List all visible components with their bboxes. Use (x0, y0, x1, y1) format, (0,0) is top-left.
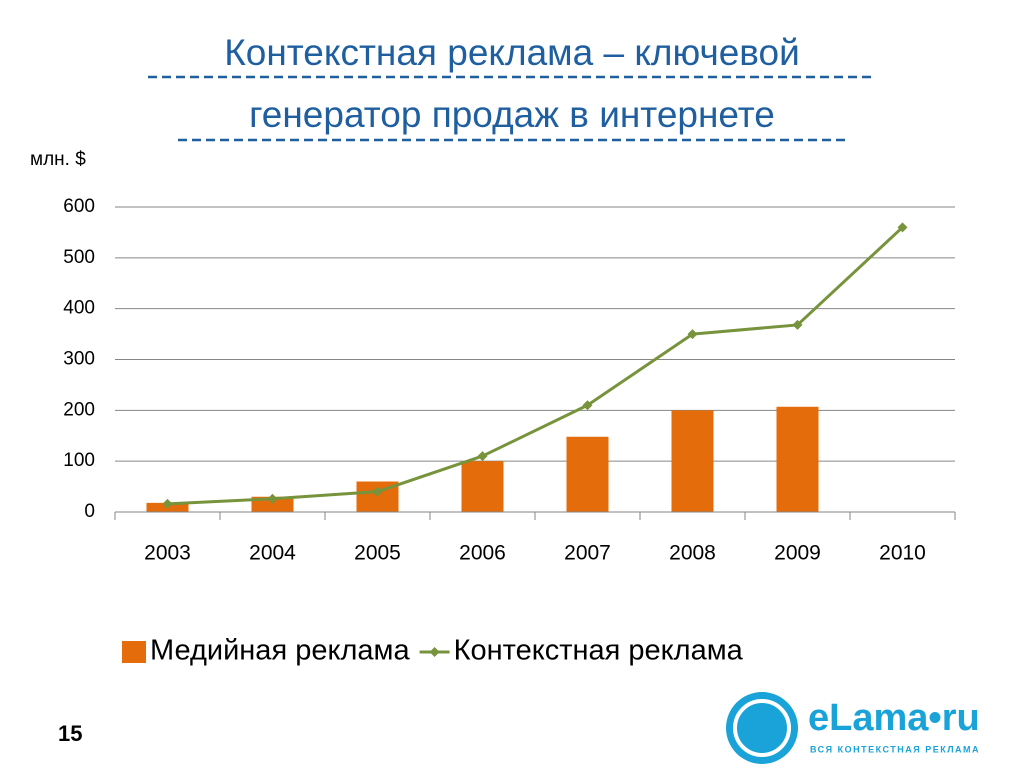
line-marker (372, 486, 383, 497)
logo-text: eLama•ru (808, 697, 980, 739)
title-line: Контекстная реклама – ключевой (224, 32, 800, 73)
y-tick-label: 400 (63, 298, 95, 319)
y-tick-label: 100 (63, 450, 95, 471)
x-tick-label: 2005 (354, 542, 401, 565)
bar (776, 406, 819, 512)
y-axis-label: млн. $ (30, 149, 86, 170)
line-marker (477, 451, 488, 462)
y-tick-label: 0 (84, 501, 95, 522)
x-tick-label: 2009 (774, 542, 821, 565)
line-marker (267, 493, 278, 504)
page-number: 15 (58, 721, 82, 746)
line-marker (582, 400, 593, 411)
x-tick-label: 2006 (459, 542, 506, 565)
x-tick-label: 2008 (669, 542, 716, 565)
x-tick-label: 2003 (144, 542, 191, 565)
logo: eLama•ru ВСЯ КОНТЕКСТНАЯ РЕКЛАМА (726, 692, 980, 764)
bar (566, 436, 609, 512)
y-tick-label: 500 (63, 247, 95, 268)
line-marker (687, 329, 698, 340)
logo-icon-ring (733, 699, 791, 757)
legend-swatch (429, 647, 440, 657)
logo-tagline: ВСЯ КОНТЕКСТНАЯ РЕКЛАМА (810, 744, 980, 754)
x-tick-label: 2010 (879, 542, 926, 565)
y-tick-label: 600 (63, 196, 95, 217)
line-marker (897, 222, 908, 233)
legend-label: Контекстная реклама (454, 635, 744, 667)
x-tick-label: 2007 (564, 542, 611, 565)
bar (461, 461, 504, 512)
y-tick-label: 300 (63, 349, 95, 370)
line-marker (162, 498, 173, 509)
line (167, 226, 904, 506)
y-tick-label: 200 (63, 399, 95, 420)
legend-label: Медийная реклама (150, 635, 410, 667)
legend-swatch (122, 641, 146, 663)
line-marker (792, 319, 803, 330)
x-tick-label: 2004 (249, 542, 296, 565)
bar (671, 410, 714, 512)
title-line: генератор продаж в интернете (249, 94, 775, 135)
